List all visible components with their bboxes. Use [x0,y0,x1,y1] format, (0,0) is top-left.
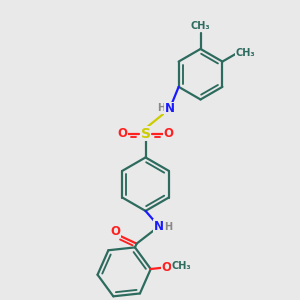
Text: O: O [110,225,120,238]
Text: CH₃: CH₃ [172,261,191,271]
Text: S: S [140,127,151,141]
Text: N: N [154,220,164,233]
Text: CH₃: CH₃ [235,48,255,59]
Text: H: H [157,103,166,113]
Text: CH₃: CH₃ [191,21,210,31]
Text: O: O [117,127,128,140]
Text: N: N [165,102,175,115]
Text: O: O [164,127,174,140]
Text: O: O [161,261,171,274]
Text: H: H [164,222,172,232]
